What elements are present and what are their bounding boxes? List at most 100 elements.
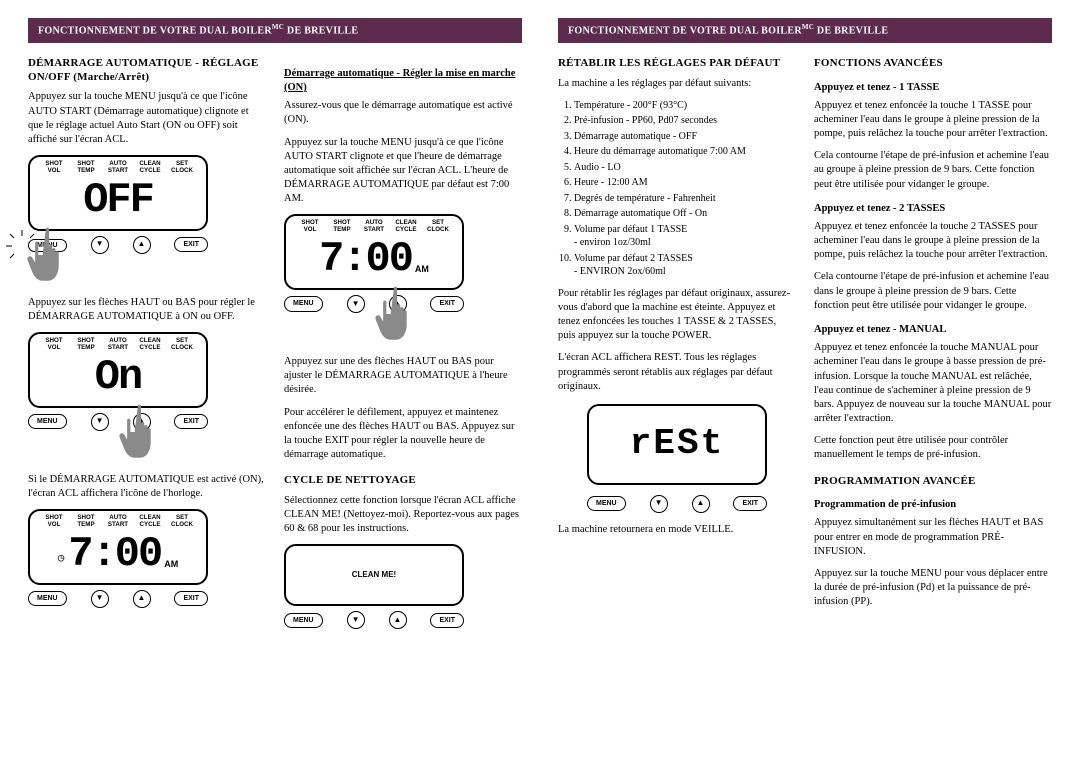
lcd-700-unit: SHOT VOLSHOT TEMPAUTO STARTCLEAN CYCLESE… — [284, 214, 464, 313]
para: Appuyez sur la touche MENU pour vous dép… — [814, 567, 1052, 610]
lcd-button-row: MENU ▼ ▲ EXIT — [28, 590, 208, 608]
para: Cela contourne l'étape de pré-infusion e… — [814, 149, 1052, 192]
sub-manual: Appuyez et tenez - MANUAL — [814, 323, 1052, 337]
left-col1: DÉMARRAGE AUTOMATIQUE - RÉGLAGE ON/OFF (… — [28, 57, 266, 630]
page-right: FONCTIONNEMENT DE VOTRE DUAL BOILERMC DE… — [558, 18, 1052, 629]
para: Appuyez et tenez enfoncée la touche MANU… — [814, 341, 1052, 426]
banner-text2: DE BREVILLE — [284, 25, 358, 36]
lcd-rest-unit: rESt MENU ▼ ▲ EXIT — [587, 404, 767, 513]
lcd-header: SHOT VOLSHOT TEMPAUTO STARTCLEAN CYCLESE… — [38, 161, 198, 175]
para: Cette fonction peut être utilisée pour c… — [814, 434, 1052, 462]
sub-1tasse: Appuyez et tenez - 1 TASSE — [814, 81, 1052, 95]
lcd-cleanme: CLEAN ME! — [284, 544, 464, 606]
up-button[interactable]: ▲ — [133, 590, 151, 608]
para: Pour accélérer le défilement, appuyez et… — [284, 406, 522, 463]
heading-cycle-nettoyage: CYCLE DE NETTOYAGE — [284, 474, 522, 488]
lcd-clock-unit: SHOT VOLSHOT TEMPAUTO STARTCLEAN CYCLESE… — [28, 509, 208, 608]
menu-button[interactable]: MENU — [587, 496, 626, 511]
para: La machine retournera en mode VEILLE. — [558, 523, 796, 537]
lcd-on-unit: SHOT VOLSHOT TEMPAUTO STARTCLEAN CYCLESE… — [28, 332, 208, 431]
para: La machine a les réglages par défaut sui… — [558, 77, 796, 91]
exit-button[interactable]: EXIT — [174, 591, 208, 606]
para: Cela contourne l'étape de pré-infusion e… — [814, 270, 1052, 313]
heading-fonctions-avancees: FONCTIONS AVANCÉES — [814, 57, 1052, 71]
list-item: Audio - LO — [574, 161, 796, 175]
heading-prog-avancee: PROGRAMMATION AVANCÉE — [814, 475, 1052, 489]
menu-button[interactable]: MENU — [28, 414, 67, 429]
page-left: FONCTIONNEMENT DE VOTRE DUAL BOILERMC DE… — [28, 18, 522, 629]
list-item: Démarrage automatique Off - On — [574, 207, 796, 221]
lcd-value-700b: 7:00 AM — [294, 236, 454, 282]
down-button[interactable]: ▼ — [347, 611, 365, 629]
exit-button[interactable]: EXIT — [174, 237, 208, 252]
down-button[interactable]: ▼ — [650, 495, 668, 513]
manual-spread: FONCTIONNEMENT DE VOTRE DUAL BOILERMC DE… — [28, 18, 1052, 629]
list-item: Volume par défaut 1 TASSE - environ 1oz/… — [574, 223, 796, 250]
para: Appuyez sur la touche MENU jusqu'à ce qu… — [28, 90, 266, 147]
para: Appuyez sur les flèches HAUT ou BAS pour… — [28, 296, 266, 324]
list-item: Heure - 12:00 AM — [574, 176, 796, 190]
list-item: Heure du démarrage automatique 7:00 AM — [574, 145, 796, 159]
menu-button[interactable]: MENU — [28, 591, 67, 606]
sub-preinfusion: Programmation de pré-infusion — [814, 498, 1052, 512]
banner-sup: MC — [272, 23, 284, 31]
lcd-header: SHOT VOLSHOT TEMPAUTO STARTCLEAN CYCLESE… — [294, 220, 454, 234]
hand-pointer-icon — [374, 284, 418, 344]
lcd-cleanme-unit: CLEAN ME! MENU ▼ ▲ EXIT — [284, 544, 464, 629]
list-item: Pré-infusion - PP60, Pd07 secondes — [574, 114, 796, 128]
hand-pointer-icon — [26, 225, 70, 285]
heading-retablir: RÉTABLIR LES RÉGLAGES PAR DÉFAUT — [558, 57, 796, 71]
menu-button[interactable]: MENU — [284, 613, 323, 628]
down-button[interactable]: ▼ — [91, 236, 109, 254]
banner-text: FONCTIONNEMENT DE VOTRE DUAL BOILER — [38, 25, 272, 36]
para: Appuyez sur la touche MENU jusqu'à ce qu… — [284, 136, 522, 207]
list-item: Degrés de température - Fahrenheit — [574, 192, 796, 206]
lcd-button-row: MENU ▼ ▲ EXIT — [284, 611, 464, 629]
lcd-screen: SHOT VOLSHOT TEMPAUTO STARTCLEAN CYCLESE… — [28, 155, 208, 231]
sub-2tasses: Appuyez et tenez - 2 TASSES — [814, 202, 1052, 216]
para: Appuyez et tenez enfoncée la touche 2 TA… — [814, 220, 1052, 263]
lcd-screen: SHOT VOLSHOT TEMPAUTO STARTCLEAN CYCLESE… — [28, 332, 208, 408]
right-col2: FONCTIONS AVANCÉES Appuyez et tenez - 1 … — [814, 57, 1052, 630]
left-col2: Démarrage automatique - Régler la mise e… — [284, 57, 522, 630]
subheading-auto-on: Démarrage automatique - Régler la mise e… — [284, 67, 522, 95]
para: Appuyez et tenez enfoncée la touche 1 TA… — [814, 99, 1052, 142]
lcd-rest: rESt — [587, 404, 767, 485]
up-button[interactable]: ▲ — [389, 611, 407, 629]
para: Si le DÉMARRAGE AUTOMATIQUE est activé (… — [28, 473, 266, 501]
list-item: Démarrage automatique - OFF — [574, 130, 796, 144]
para: Assurez-vous que le démarrage automatiqu… — [284, 99, 522, 127]
banner-text2: DE BREVILLE — [814, 25, 888, 36]
para: Sélectionnez cette fonction lorsque l'éc… — [284, 494, 522, 537]
heading-auto-onoff: DÉMARRAGE AUTOMATIQUE - RÉGLAGE ON/OFF (… — [28, 57, 266, 85]
lcd-value-off: OFF — [38, 177, 198, 223]
lcd-value-on: On — [38, 354, 198, 400]
lcd-header: SHOT VOLSHOT TEMPAUTO STARTCLEAN CYCLESE… — [38, 515, 198, 529]
defaults-list: Température - 200°F (93°C) Pré-infusion … — [558, 99, 796, 279]
down-button[interactable]: ▼ — [91, 590, 109, 608]
down-button[interactable]: ▼ — [91, 413, 109, 431]
lcd-button-row: MENU ▼ ▲ EXIT — [587, 495, 767, 513]
banner-text: FONCTIONNEMENT DE VOTRE DUAL BOILER — [568, 25, 802, 36]
exit-button[interactable]: EXIT — [733, 496, 767, 511]
up-button[interactable]: ▲ — [133, 236, 151, 254]
banner-sup: MC — [802, 23, 814, 31]
exit-button[interactable]: EXIT — [430, 296, 464, 311]
clock-icon: ◷ — [58, 554, 63, 565]
up-button[interactable]: ▲ — [692, 495, 710, 513]
menu-button[interactable]: MENU — [284, 296, 323, 311]
lcd-off-unit: SHOT VOLSHOT TEMPAUTO STARTCLEAN CYCLESE… — [28, 155, 208, 254]
lcd-value-700: ◷ 7:00 AM — [38, 531, 198, 577]
para: Appuyez sur une des flèches HAUT ou BAS … — [284, 355, 522, 398]
lcd-header: SHOT VOLSHOT TEMPAUTO STARTCLEAN CYCLESE… — [38, 338, 198, 352]
exit-button[interactable]: EXIT — [174, 414, 208, 429]
exit-button[interactable]: EXIT — [430, 613, 464, 628]
banner-left: FONCTIONNEMENT DE VOTRE DUAL BOILERMC DE… — [28, 18, 522, 43]
down-button[interactable]: ▼ — [347, 295, 365, 313]
list-item: Température - 200°F (93°C) — [574, 99, 796, 113]
lcd-screen: SHOT VOLSHOT TEMPAUTO STARTCLEAN CYCLESE… — [28, 509, 208, 585]
para: L'écran ACL affichera REST. Tous les rég… — [558, 351, 796, 394]
banner-right: FONCTIONNEMENT DE VOTRE DUAL BOILERMC DE… — [558, 18, 1052, 43]
para: Pour rétablir les réglages par défaut or… — [558, 287, 796, 344]
hand-pointer-icon — [118, 402, 162, 462]
